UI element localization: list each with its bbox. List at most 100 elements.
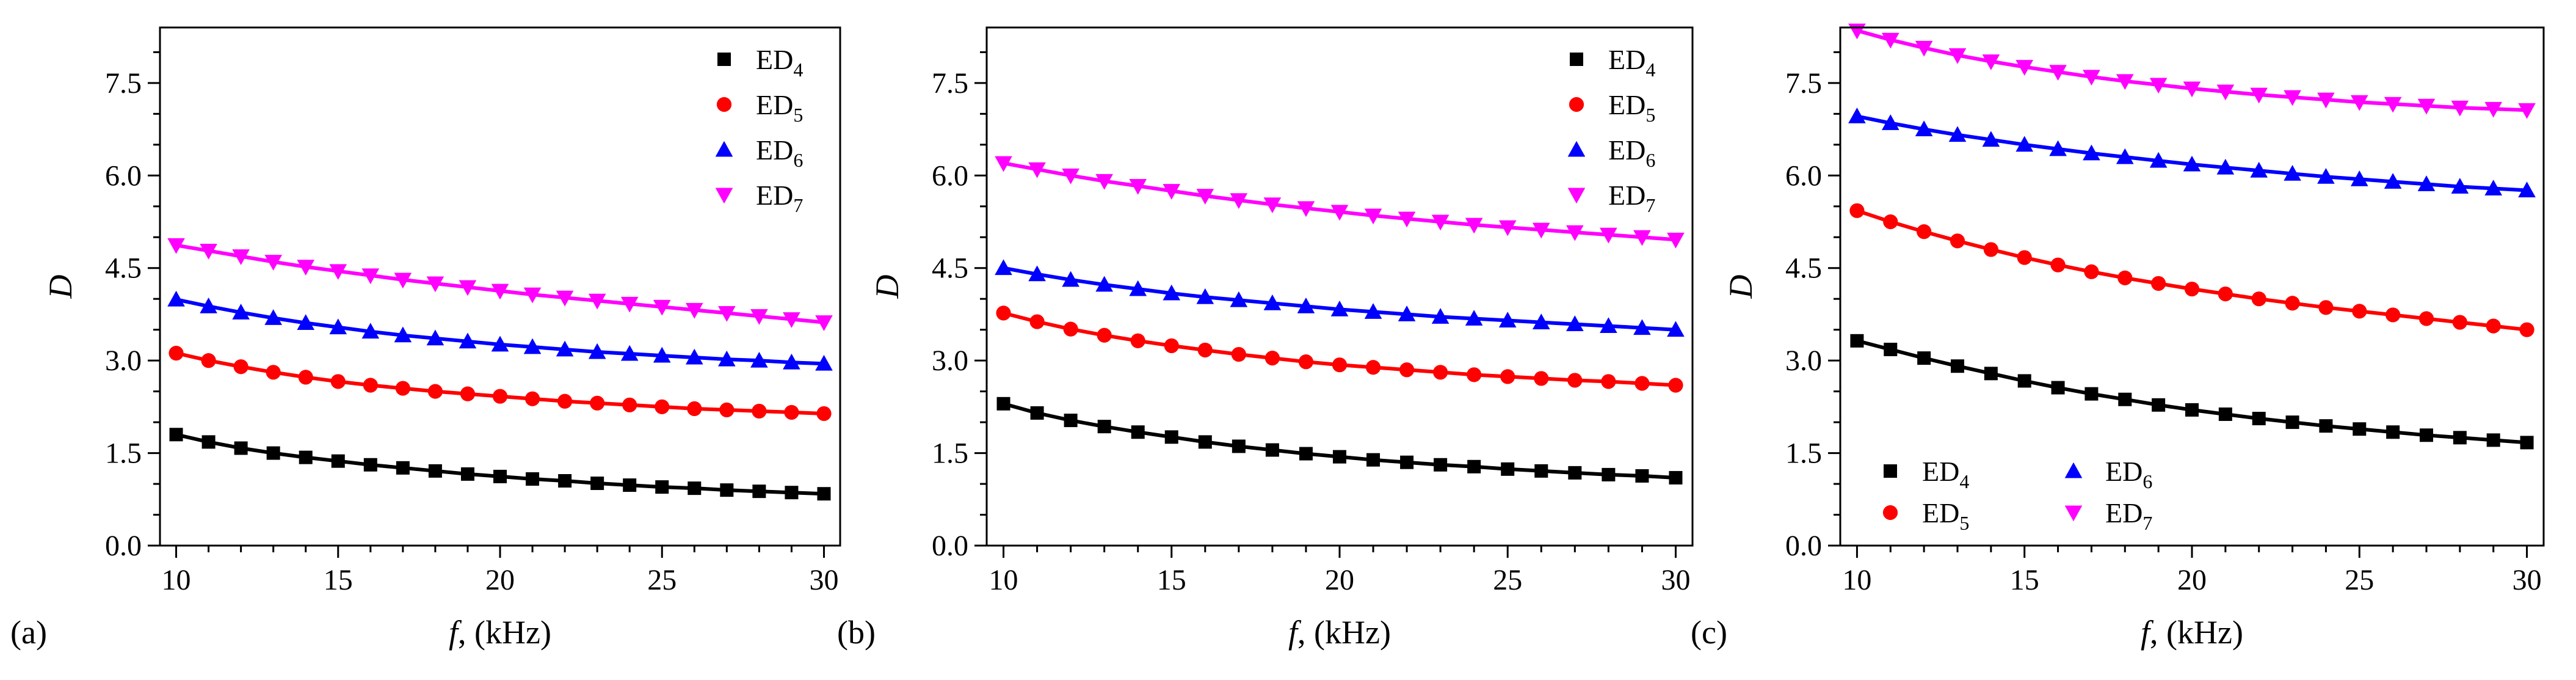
- x-tick-label: 30: [2513, 564, 2542, 596]
- panel-label: (c): [1691, 614, 1727, 651]
- data-point: [1850, 334, 1864, 348]
- data-point: [2519, 322, 2534, 337]
- data-point: [2015, 136, 2034, 152]
- series-ed5: [996, 305, 1683, 393]
- data-point: [719, 402, 735, 418]
- data-point: [428, 464, 442, 478]
- data-point: [556, 340, 574, 357]
- x-tick-label: 30: [1661, 564, 1690, 596]
- data-point: [558, 474, 572, 488]
- series-ed4: [1850, 334, 2534, 450]
- y-axis-title: D: [1722, 275, 1759, 299]
- data-point: [1129, 179, 1147, 195]
- series-ed6: [995, 259, 1685, 337]
- data-point: [1915, 120, 1933, 137]
- data-point: [1297, 298, 1315, 313]
- series-ed4: [996, 397, 1683, 484]
- y-tick-label: 1.5: [105, 437, 142, 470]
- y-axis-title: D: [869, 275, 905, 299]
- data-point: [523, 338, 542, 354]
- data-point: [1566, 225, 1584, 241]
- data-point: [1434, 458, 1448, 472]
- data-point: [491, 335, 509, 352]
- x-axis-title: f, (kHz): [1288, 614, 1391, 651]
- data-point: [1333, 450, 1346, 464]
- legend-item-ed6: ED6: [2064, 456, 2152, 492]
- chart-panel-a: 10 15 20 25 30 0.0 1.5 3.0 4.5 6.0 7.5 f, (kHz) D (a)…: [10, 26, 841, 651]
- data-point: [2452, 315, 2467, 330]
- legend-marker: [716, 97, 732, 112]
- y-tick-label: 7.5: [105, 67, 142, 100]
- data-point: [2418, 311, 2434, 326]
- data-point: [2284, 164, 2301, 181]
- data-point: [2451, 100, 2469, 117]
- x-tick-label: 30: [809, 564, 838, 596]
- y-tick-label: 0.0: [932, 530, 968, 562]
- data-point: [1433, 365, 1448, 380]
- y-tick-label: 0.0: [105, 530, 142, 562]
- data-point: [1230, 193, 1248, 209]
- data-point: [2486, 433, 2500, 447]
- y-tick-label: 0.0: [1785, 530, 1822, 562]
- data-point: [2350, 95, 2368, 111]
- data-point: [653, 346, 671, 363]
- data-point: [298, 370, 313, 385]
- data-point: [169, 345, 184, 361]
- data-point: [1669, 470, 1683, 484]
- data-point: [1030, 406, 1044, 420]
- data-point: [200, 298, 217, 313]
- data-point: [526, 472, 540, 486]
- data-point: [1883, 214, 1898, 230]
- data-point: [1095, 276, 1113, 292]
- data-point: [2350, 170, 2368, 186]
- data-point: [750, 351, 768, 368]
- x-tick-label: 15: [2010, 564, 2039, 596]
- data-point: [200, 244, 217, 260]
- legend-marker: [1884, 464, 1897, 478]
- data-point: [1881, 32, 1899, 49]
- data-point: [2151, 276, 2166, 291]
- x-tick-label: 20: [2177, 564, 2207, 596]
- data-point: [1064, 414, 1078, 428]
- data-point: [2384, 97, 2402, 113]
- legend-item-ed5: ED5: [716, 89, 803, 126]
- legend-marker: [1882, 505, 1898, 521]
- data-point: [1501, 462, 1515, 476]
- data-point: [363, 378, 378, 393]
- y-tick-label: 6.0: [1785, 159, 1822, 192]
- data-point: [752, 403, 767, 419]
- data-point: [1467, 459, 1481, 473]
- data-point: [1600, 317, 1617, 334]
- data-point: [297, 314, 315, 331]
- y-tick-label: 4.5: [1785, 252, 1822, 285]
- data-point: [720, 483, 734, 497]
- data-point: [1197, 342, 1213, 358]
- data-point: [556, 290, 574, 307]
- data-point: [1633, 230, 1651, 246]
- y-tick-label: 4.5: [105, 252, 142, 285]
- data-point: [2051, 381, 2065, 395]
- data-point: [685, 348, 703, 365]
- x-tick-label: 10: [989, 564, 1018, 596]
- data-point: [297, 260, 315, 276]
- data-point: [1029, 314, 1045, 329]
- data-point: [1028, 162, 1046, 178]
- series-line: [1856, 338, 2527, 445]
- data-point: [460, 386, 476, 401]
- data-point: [361, 323, 380, 339]
- x-axis-title: f, (kHz): [2141, 614, 2243, 651]
- data-point: [491, 283, 509, 300]
- x-tick-label: 10: [1842, 564, 1871, 596]
- x-tick-label: 25: [647, 564, 677, 596]
- legend-marker: [1567, 188, 1586, 204]
- x-tick-label: 10: [162, 564, 191, 596]
- data-point: [2284, 90, 2301, 106]
- data-point: [233, 359, 249, 375]
- chart-panel-c: 10 15 20 25 30 0.0 1.5 3.0 4.5 6.0 7.5 f, (kHz) D (c)…: [1691, 23, 2545, 651]
- y-tick-label: 6.0: [932, 159, 968, 192]
- legend-item-ed5: ED5: [1569, 89, 1655, 126]
- data-point: [1567, 373, 1583, 388]
- data-point: [2116, 148, 2134, 164]
- panel-label: (a): [10, 614, 47, 651]
